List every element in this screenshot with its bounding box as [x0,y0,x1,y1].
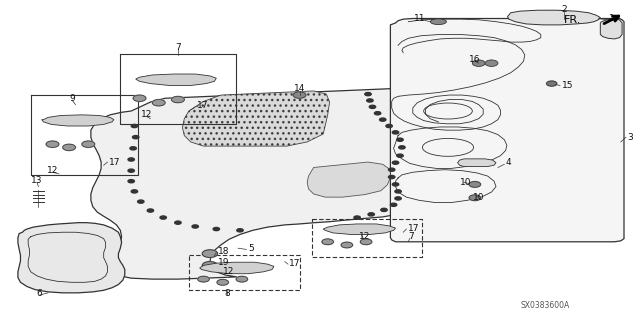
Circle shape [388,175,395,179]
Polygon shape [91,89,428,279]
Text: 5: 5 [248,244,254,253]
Text: 14: 14 [294,84,305,93]
Polygon shape [600,19,622,39]
Circle shape [293,92,306,98]
Circle shape [374,112,381,115]
Circle shape [128,158,134,161]
Circle shape [367,99,373,102]
Circle shape [202,250,218,257]
Circle shape [202,262,218,269]
Polygon shape [307,162,390,197]
Text: 12: 12 [223,267,235,276]
Circle shape [547,81,557,86]
Circle shape [388,168,395,171]
Circle shape [392,183,399,186]
Circle shape [128,169,134,172]
Text: 6: 6 [37,289,42,298]
Text: 10: 10 [473,193,484,202]
Text: 10: 10 [460,178,472,187]
Circle shape [236,276,248,282]
Polygon shape [323,224,396,234]
Circle shape [160,216,166,219]
Text: 17: 17 [109,158,120,167]
Text: 7: 7 [408,232,413,241]
Text: 3: 3 [627,133,633,142]
Polygon shape [458,159,496,167]
Ellipse shape [431,19,447,25]
Text: 2: 2 [562,5,567,14]
Text: 17: 17 [408,224,420,233]
Polygon shape [508,10,600,25]
Text: 16: 16 [469,55,481,63]
Text: 17: 17 [197,101,209,110]
Circle shape [133,95,146,101]
Circle shape [82,141,95,147]
Circle shape [130,147,136,150]
Circle shape [472,60,485,66]
Polygon shape [390,19,624,242]
Circle shape [360,239,372,245]
Text: 9: 9 [70,94,75,103]
Circle shape [397,138,403,141]
Circle shape [397,154,403,157]
Text: 17: 17 [289,259,301,268]
Circle shape [175,221,181,224]
Text: 18: 18 [218,247,229,256]
Circle shape [213,227,220,231]
Circle shape [237,229,243,232]
Text: 12: 12 [141,110,152,119]
Circle shape [128,180,134,183]
Circle shape [395,197,401,200]
Text: 11: 11 [414,14,426,23]
Circle shape [399,146,405,149]
Text: SX0383600A: SX0383600A [521,301,570,310]
Circle shape [485,60,498,66]
Polygon shape [136,74,216,85]
Circle shape [138,200,144,203]
Circle shape [469,195,481,201]
Circle shape [365,93,371,96]
Text: 4: 4 [506,158,511,167]
Polygon shape [182,91,330,146]
Text: 7: 7 [175,43,180,52]
Circle shape [63,144,76,151]
Circle shape [147,209,154,212]
Circle shape [322,239,333,245]
Circle shape [395,190,401,193]
Text: 12: 12 [359,232,371,241]
Polygon shape [18,223,125,293]
Circle shape [192,225,198,228]
Text: FR.: FR. [564,15,581,25]
Circle shape [390,203,397,206]
Circle shape [368,213,374,216]
Circle shape [386,124,392,128]
Circle shape [392,131,399,134]
Circle shape [217,279,228,285]
Polygon shape [200,262,274,274]
Text: 13: 13 [31,176,43,185]
Circle shape [392,161,399,164]
Circle shape [131,124,138,128]
Circle shape [469,182,481,187]
Circle shape [132,136,139,139]
Circle shape [198,276,209,282]
Circle shape [152,100,165,106]
Circle shape [369,105,376,108]
Text: 15: 15 [562,81,573,90]
Circle shape [381,208,387,211]
Text: 8: 8 [225,289,230,298]
Circle shape [341,242,353,248]
Text: 12: 12 [47,166,58,175]
Circle shape [354,216,360,219]
Circle shape [380,118,386,121]
Circle shape [131,190,138,193]
Circle shape [46,141,59,147]
Text: 19: 19 [218,258,229,267]
Polygon shape [42,115,114,126]
Text: 1: 1 [609,14,614,23]
Circle shape [172,96,184,103]
